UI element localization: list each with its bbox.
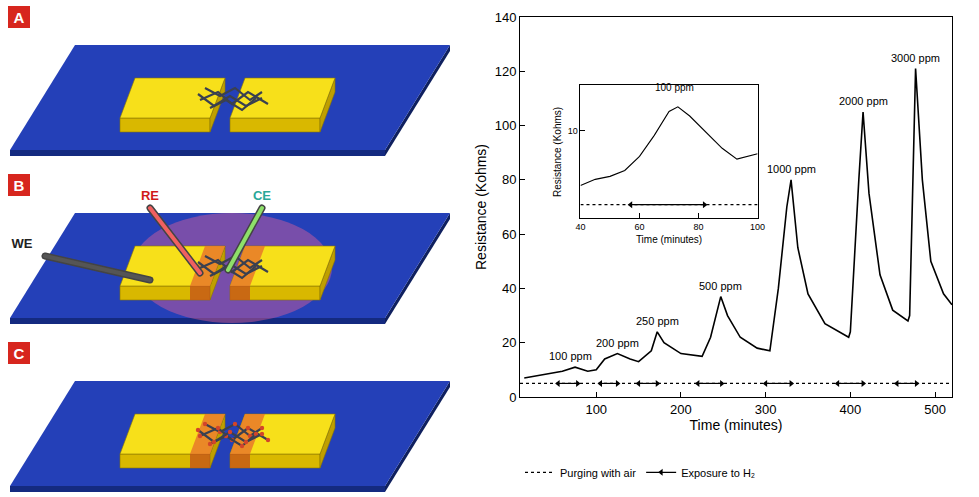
svg-text:10: 10 — [568, 126, 578, 136]
svg-text:60: 60 — [502, 227, 516, 242]
svg-text:100: 100 — [750, 222, 765, 232]
svg-text:100 ppm: 100 ppm — [655, 82, 694, 93]
svg-text:500 ppm: 500 ppm — [699, 280, 742, 292]
svg-text:CE: CE — [253, 188, 271, 203]
svg-text:140: 140 — [495, 10, 517, 25]
svg-text:300: 300 — [755, 402, 777, 417]
svg-text:Time (minutes): Time (minutes) — [690, 417, 783, 433]
svg-text:200: 200 — [670, 402, 692, 417]
svg-text:120: 120 — [495, 64, 517, 79]
svg-text:100 ppm: 100 ppm — [549, 350, 592, 362]
svg-text:1000 ppm: 1000 ppm — [767, 163, 816, 175]
svg-text:Purging with air: Purging with air — [560, 467, 636, 479]
svg-text:500: 500 — [924, 402, 946, 417]
svg-text:20: 20 — [502, 335, 516, 350]
svg-text:80: 80 — [502, 172, 516, 187]
svg-text:Exposure to H₂: Exposure to H₂ — [681, 467, 755, 479]
svg-text:100: 100 — [585, 402, 607, 417]
svg-text:Resistance (Kohms): Resistance (Kohms) — [552, 107, 563, 197]
svg-text:3000 ppm: 3000 ppm — [891, 52, 940, 64]
svg-text:RE: RE — [141, 188, 159, 203]
svg-text:60: 60 — [635, 222, 645, 232]
svg-text:40: 40 — [502, 281, 516, 296]
svg-text:200 ppm: 200 ppm — [596, 337, 639, 349]
svg-text:C: C — [14, 345, 25, 362]
svg-text:80: 80 — [694, 222, 704, 232]
svg-text:WE: WE — [12, 236, 33, 251]
svg-text:400: 400 — [839, 402, 861, 417]
svg-text:B: B — [14, 177, 25, 194]
svg-text:A: A — [14, 9, 25, 26]
svg-text:40: 40 — [575, 222, 585, 232]
svg-text:100: 100 — [495, 118, 517, 133]
svg-text:2000 ppm: 2000 ppm — [839, 95, 888, 107]
svg-text:250 ppm: 250 ppm — [636, 315, 679, 327]
svg-text:Time (minutes): Time (minutes) — [636, 234, 702, 245]
svg-text:Resistance (Kohms): Resistance (Kohms) — [473, 144, 489, 270]
svg-text:0: 0 — [509, 390, 516, 405]
